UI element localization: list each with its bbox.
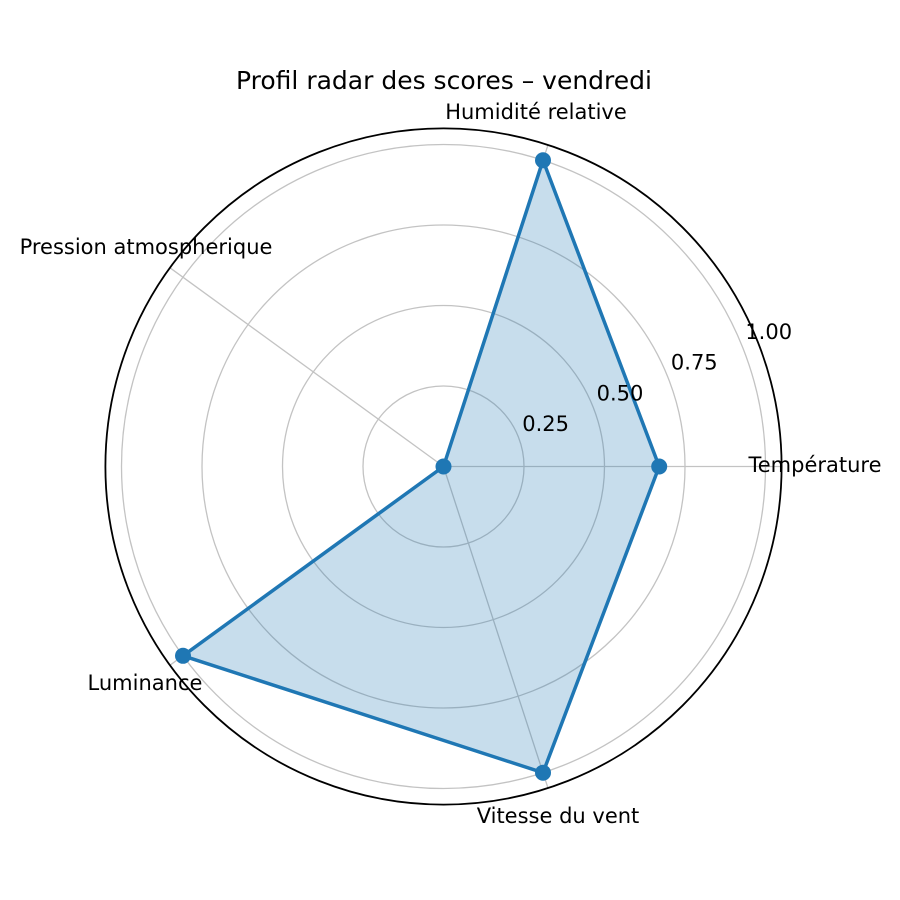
- data-point-marker-1: [535, 152, 551, 169]
- data-point-marker-3: [175, 647, 191, 664]
- chart-outline: [104, 127, 783, 806]
- data-point-marker-2: [435, 458, 452, 475]
- data-polygon-fill: [183, 160, 660, 773]
- data-point-marker-0: [651, 458, 668, 475]
- axis-spoke-2: [169, 267, 444, 468]
- radial-tick-label-0: 0.25: [522, 412, 569, 436]
- axis-label-2: Pression atmospherique: [20, 235, 273, 259]
- radial-tick-label-2: 0.75: [671, 351, 718, 375]
- axis-label-1: Humidité relative: [445, 100, 627, 124]
- axis-spoke-4: [442, 466, 549, 789]
- radial-tick-label-1: 0.50: [597, 381, 644, 405]
- data-point-marker-4: [535, 764, 551, 781]
- data-polygon-line: [181, 158, 661, 775]
- chart-title: Profil radar des scores – vendredi: [236, 66, 652, 95]
- radial-tick-label-3: 1.00: [745, 320, 792, 344]
- axis-label-0: Température: [747, 453, 881, 477]
- axis-label-4: Vitesse du vent: [477, 804, 640, 828]
- axis-label-3: Luminance: [88, 671, 203, 695]
